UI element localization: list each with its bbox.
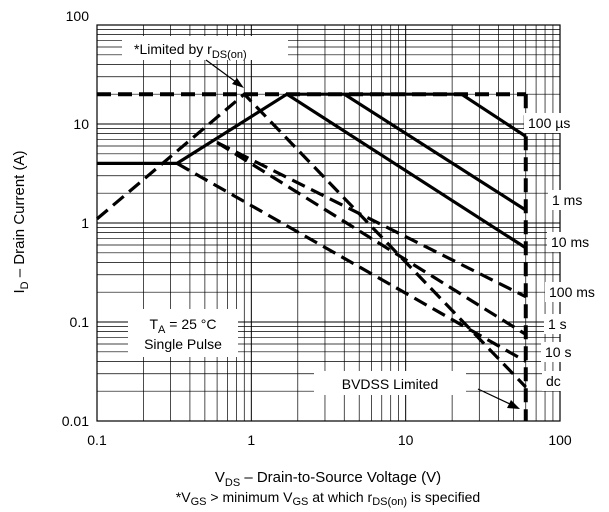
series-label: 10 ms — [551, 234, 589, 250]
conditions-line2: Single Pulse — [144, 336, 222, 352]
series-lines — [95, 92, 527, 389]
x-axis-label: VDS – Drain-to-Source Voltage (V) — [215, 469, 441, 489]
series-label: 10 s — [545, 344, 571, 360]
series-line-100-ms — [216, 141, 527, 299]
series-label: 1 s — [548, 316, 567, 332]
conditions-line1: TA = 25 °C — [149, 316, 216, 336]
series-label-bg — [548, 190, 592, 210]
series-line-dc — [95, 92, 527, 389]
series-line-10-ms — [286, 92, 527, 250]
series-label: dc — [546, 373, 561, 389]
x-tick-label: 100 — [548, 432, 572, 448]
tick-labels: 0.1 1 10 100 0.01 0.1 1 10 100 100 µs 1 ms 10 ms 100… — [62, 8, 607, 448]
rds-limit-leader — [205, 59, 237, 83]
y-tick-label: 1 — [81, 215, 89, 231]
series-label-bg — [541, 342, 585, 362]
series-label-bg — [544, 314, 579, 334]
x-tick-label: 0.1 — [87, 432, 107, 448]
rds-limit-arrowhead — [232, 78, 244, 88]
series-label-bg — [545, 282, 607, 302]
grid-lines — [96, 25, 560, 422]
series-line-1-ms — [343, 92, 527, 212]
x-tick-label: 1 — [247, 432, 255, 448]
bvdss-arrowhead — [507, 400, 520, 409]
bvdss-label: BVDSS Limited — [342, 376, 438, 392]
series-label-bg — [547, 232, 600, 252]
series-label: 100 ms — [549, 284, 595, 300]
series-label: 100 µs — [528, 115, 570, 131]
footnote: *VGS > minimum VGS at which rDS(on) is s… — [176, 489, 480, 508]
x-tick-label: 10 — [398, 432, 414, 448]
y-tick-label: 10 — [73, 116, 89, 132]
series-line-10-s — [176, 162, 527, 363]
series-label-bg — [524, 113, 586, 133]
series-label-bg — [542, 371, 568, 391]
y-tick-label: 0.01 — [62, 413, 89, 429]
plot-border — [96, 24, 561, 422]
rds-limit-label: *Limited by rDS(on) — [134, 41, 247, 61]
series-label: 1 ms — [552, 192, 582, 208]
bvdss-box — [314, 371, 466, 395]
series-line-1-s — [216, 141, 527, 336]
y-tick-label: 0.1 — [70, 314, 90, 330]
conditions-box — [128, 309, 238, 357]
rds-limit-box — [122, 36, 288, 60]
y-axis-label: ID – Drain Current (A) — [11, 151, 31, 294]
bvdss-leader — [477, 388, 511, 405]
y-tick-label: 100 — [66, 8, 90, 24]
